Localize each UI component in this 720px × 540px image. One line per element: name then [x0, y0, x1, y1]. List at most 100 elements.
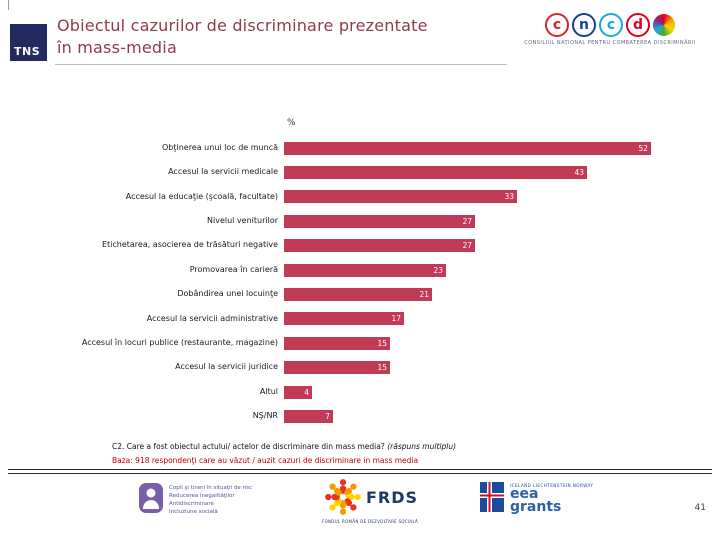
- category-label: Promovarea în carieră: [189, 264, 278, 274]
- eea-countries: ICELAND LIECHTENSTEIN NORWAY: [510, 483, 594, 488]
- bar-track: 27: [284, 214, 720, 228]
- cncd-logo: c n c d CONSILIUL NAŢIONAL PENTRU COMBAT…: [505, 13, 715, 46]
- chart-rows: Obţinerea unui loc de muncă 52 Accesul la …: [0, 136, 720, 429]
- bar: 27: [284, 214, 475, 228]
- bar: 17: [284, 312, 404, 326]
- bar-track: 15: [284, 336, 720, 350]
- category-label: Obţinerea unui loc de muncă: [161, 142, 278, 152]
- footer-rule-top: [8, 469, 712, 470]
- cncd-letters: c n c d: [505, 13, 715, 37]
- footnote-block: C2. Care a fost obiectul actului/ actelo…: [112, 442, 456, 465]
- chart-row: NŞ/NR 7: [0, 404, 720, 428]
- bar-track: 4: [284, 385, 720, 399]
- bar: 27: [284, 239, 475, 253]
- footer-rule-bottom: [8, 472, 712, 474]
- bar: 21: [284, 288, 432, 302]
- bar-value-label: 17: [391, 314, 401, 324]
- bar: 7: [284, 409, 333, 423]
- chart-row: Accesul la servicii administrative 17: [0, 307, 720, 331]
- category-label: NŞ/NR: [252, 411, 278, 421]
- category-label: Accesul la servicii medicale: [168, 167, 278, 177]
- bar-value-label: 52: [638, 143, 648, 153]
- chart-row: Accesul la servicii juridice 15: [0, 356, 720, 380]
- cncd-letter-c2: c: [599, 13, 623, 37]
- bar-track: 21: [284, 288, 720, 302]
- chart-row: Accesul la educaţie (şcoală, facultate) 3…: [0, 185, 720, 209]
- bar-value-label: 15: [377, 338, 387, 348]
- footnote-question-text: C2. Care a fost obiectul actului/ actelo…: [112, 442, 388, 451]
- chart-row: Altul 4: [0, 380, 720, 404]
- chart-row: Dobândirea unei locuinţe 21: [0, 282, 720, 306]
- frds-logo: FRDS FONDUL ROMÂN DE DEZVOLTARE SOCIALĂ: [310, 476, 430, 524]
- category-label: Nivelul veniturilor: [207, 215, 278, 225]
- bar-value-label: 4: [304, 387, 309, 397]
- bar-value-label: 7: [325, 411, 330, 421]
- bar: 33: [284, 190, 517, 204]
- bar: 15: [284, 336, 390, 350]
- bar: 4: [284, 385, 312, 399]
- eea-grants-logo: ICELAND LIECHTENSTEIN NORWAY eea grants: [480, 482, 593, 514]
- frds-logo-top: FRDS: [310, 476, 430, 518]
- category-label: Accesul în locuri publice (restaurante, …: [81, 337, 278, 347]
- page-number: 41: [694, 503, 706, 513]
- category-label: Accesul la servicii juridice: [175, 362, 278, 372]
- bar-track: 23: [284, 263, 720, 277]
- program-line: Antidiscriminare: [169, 501, 214, 507]
- chart-row: Nivelul veniturilor 27: [0, 209, 720, 233]
- page-title: Obiectul cazurilor de discriminare preze…: [57, 15, 517, 59]
- category-label: Dobândirea unei locuinţe: [177, 289, 278, 299]
- bar-value-label: 15: [377, 363, 387, 373]
- chart-row: Accesul la servicii medicale 43: [0, 160, 720, 184]
- tns-logo-text: TNS: [14, 45, 41, 58]
- eea-word-1: eea: [510, 486, 539, 502]
- program-logo: Copii şi tineri în situaţii de risc Redu…: [138, 482, 252, 516]
- tns-logo: TNS: [10, 24, 47, 61]
- bar-track: 52: [284, 141, 720, 155]
- eea-word-2: grants: [510, 499, 562, 515]
- footnote-question: C2. Care a fost obiectul actului/ actelo…: [112, 442, 456, 451]
- frds-label: FRDS: [365, 487, 419, 507]
- bar-track: 27: [284, 239, 720, 253]
- bar-track: 43: [284, 166, 720, 180]
- program-line: Copii şi tineri în situaţii de risc: [169, 485, 253, 491]
- eea-text-block: ICELAND LIECHTENSTEIN NORWAY eea grants: [510, 482, 593, 514]
- bar-chart: Obţinerea unui loc de muncă 52 Accesul la …: [0, 136, 720, 429]
- corner-tick-divider: [8, 0, 9, 10]
- title-line-2: în mass-media: [57, 38, 177, 57]
- eea-flag-icon: [480, 482, 504, 512]
- bar-track: 17: [284, 312, 720, 326]
- cncd-caption: CONSILIUL NAŢIONAL PENTRU COMBATEREA DIS…: [524, 40, 696, 46]
- bar-value-label: 23: [433, 265, 443, 275]
- frds-people-circle-icon: [325, 479, 361, 515]
- footnote-question-italic: (răspuns multiplu): [387, 442, 456, 451]
- cncd-letter-n: n: [572, 13, 596, 37]
- bar: 43: [284, 166, 587, 180]
- bar-track: 7: [284, 409, 720, 423]
- program-line: Incluziune socială: [169, 509, 218, 515]
- bar-value-label: 43: [574, 168, 584, 178]
- bar-track: 15: [284, 361, 720, 375]
- footnote-base: Baza: 918 respondenţi care au văzut / au…: [112, 456, 419, 465]
- frds-caption: FONDUL ROMÂN DE DEZVOLTARE SOCIALĂ: [321, 519, 419, 524]
- category-label: Accesul la educaţie (şcoală, facultate): [125, 191, 278, 201]
- category-label: Etichetarea, asocierea de trăsături nega…: [101, 240, 278, 250]
- bar-value-label: 33: [504, 192, 514, 202]
- chart-row: Promovarea în carieră 23: [0, 258, 720, 282]
- bar-track: 33: [284, 190, 720, 204]
- bar-value-label: 27: [462, 216, 472, 226]
- category-label: Accesul la servicii administrative: [146, 313, 278, 323]
- chart-row: Etichetarea, asocierea de trăsături nega…: [0, 234, 720, 258]
- cncd-rosette-icon: [653, 14, 675, 36]
- program-person-icon: [139, 483, 163, 513]
- title-underline: [55, 64, 507, 65]
- bar: 15: [284, 361, 390, 375]
- category-label: Altul: [259, 386, 278, 396]
- bar: 23: [284, 263, 446, 277]
- title-line-1: Obiectul cazurilor de discriminare preze…: [57, 16, 428, 35]
- program-text-lines: Copii şi tineri în situaţii de risc Redu…: [169, 482, 252, 516]
- percent-axis-label: %: [287, 118, 296, 128]
- cncd-letter-c1: c: [545, 13, 569, 37]
- bar-value-label: 27: [462, 241, 472, 251]
- cncd-letter-d: d: [626, 13, 650, 37]
